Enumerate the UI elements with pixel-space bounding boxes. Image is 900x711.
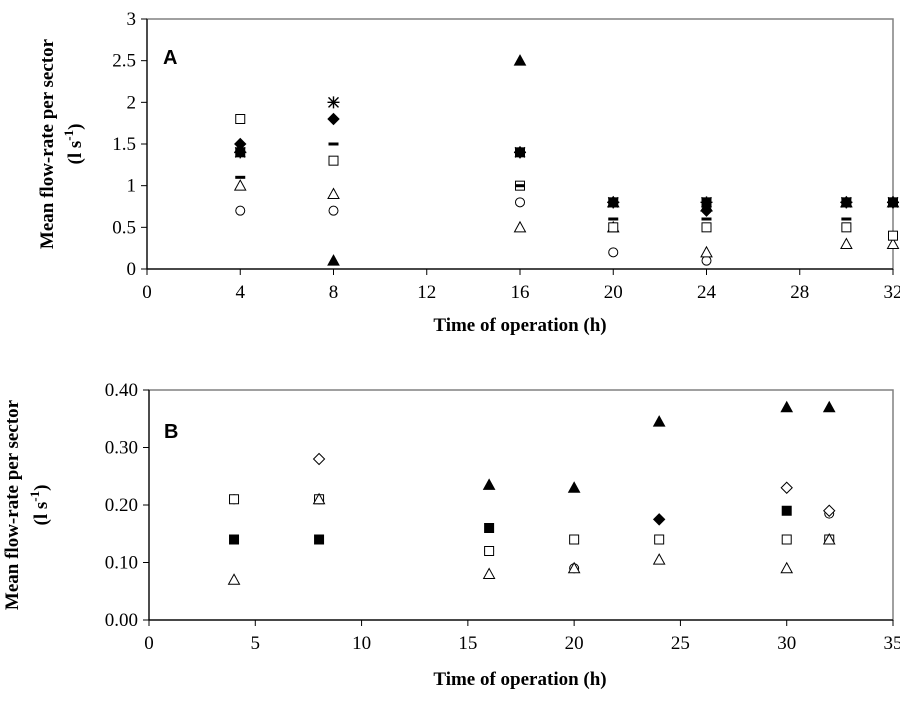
data-point-diamond-filled [652,513,666,526]
y-tick-label: 0.40 [105,380,138,401]
plot-area-b [148,389,894,621]
data-point-circle-open [328,205,339,216]
data-point-triangle-filled [822,400,836,413]
x-tick-label: 32 [884,282,900,303]
data-point-triangle-open [513,220,527,233]
data-point-circle-open [701,255,712,266]
data-point-asterisk [327,96,340,109]
data-point-diamond-open [312,452,326,466]
x-tick-label: 35 [884,633,900,654]
data-point-square-open [569,534,580,545]
data-point-diamond-filled [327,112,340,126]
data-point-triangle-open [327,187,340,199]
data-point-square-open [888,230,898,241]
x-tick-label: 10 [352,633,371,654]
x-tick-label: 12 [417,282,436,303]
data-point-square-filled [781,505,792,516]
data-point-square-open [608,222,619,233]
y-tick-label: 1 [127,176,137,197]
data-point-circle-open [608,247,619,258]
x-tick-label: 30 [777,633,796,654]
y-tick-label: 0.20 [105,495,138,516]
y-ticks-b: 0.00 0.10 0.20 0.30 0.40 [105,380,149,631]
x-tick-label: 25 [671,633,690,654]
points-b [227,400,836,585]
data-point-circle-open [515,197,525,208]
x-tick-label: 0 [142,282,152,303]
data-point-triangle-open [780,561,794,574]
y-tick-label: 0.30 [105,438,138,459]
data-point-triangle-open [227,573,241,585]
data-point-asterisk [607,196,620,209]
data-point-asterisk [887,196,899,209]
points-a [233,54,900,266]
x-tick-label: 15 [458,633,477,654]
data-point-triangle-filled [482,478,496,490]
data-point-square-filled [484,523,495,533]
data-point-triangle-open [840,237,853,249]
y-tick-label: 2 [127,92,137,113]
x-tick-label: 28 [790,282,809,303]
data-point-diamond-open [823,504,836,517]
y-axis-title-a-line1: Mean flow-rate per sector [37,38,58,249]
x-tick-label: 0 [144,633,154,654]
y-axis-title-b-line2: (l s-1) [27,485,52,526]
x-tick-label: 4 [236,282,246,303]
x-tick-label: 8 [329,282,339,303]
data-point-asterisk [700,196,713,209]
data-point-triangle-filled [652,415,666,427]
y-tick-label: 2.5 [112,51,136,72]
y-axis-title-b-line1: Mean flow-rate per sector [2,399,23,610]
data-point-square-open [781,534,792,545]
x-tick-label: 5 [251,633,261,654]
x-tick-label: 24 [697,282,717,303]
data-point-triangle-filled [513,54,527,66]
x-ticks-a: 0 4 8 12 16 20 24 28 32 [142,269,900,303]
y-tick-label: 0.5 [112,217,136,238]
data-point-triangle-filled [327,254,340,266]
data-point-triangle-open [233,179,247,191]
x-tick-label: 16 [511,282,530,303]
y-tick-label: 0 [127,259,137,280]
x-axis-title-a: Time of operation (h) [433,315,606,336]
data-point-square-open [235,114,246,124]
data-point-square-open [841,222,852,233]
data-point-triangle-filled [780,400,794,413]
y-ticks-a: 0 0.5 1 1.5 2 2.5 3 [112,9,147,280]
data-point-triangle-open [312,492,326,505]
data-point-triangle-open [652,553,666,565]
y-axis-title-a-line2: (l s-1) [61,124,86,165]
data-point-triangle-filled [567,481,581,493]
data-point-triangle-open [482,567,496,579]
y-tick-label: 0.00 [105,610,138,631]
data-point-triangle-open [700,245,713,258]
panel-letter-b: B [164,421,178,443]
y-tick-label: 3 [127,9,137,30]
x-ticks-b: 0 5 10 15 20 25 30 35 [144,620,900,654]
y-tick-label: 0.10 [105,553,138,574]
data-point-square-filled [229,534,240,545]
data-point-square-open [654,534,665,545]
panel-letter-a: A [163,47,177,69]
y-tick-label: 1.5 [112,134,136,155]
data-point-triangle-open [567,561,581,574]
data-point-triangle-open [886,237,900,249]
data-point-square-filled [314,534,325,545]
x-axis-title-b: Time of operation (h) [433,669,606,690]
data-point-asterisk [234,146,247,159]
data-point-square-open [484,546,495,556]
x-tick-label: 20 [565,633,584,654]
data-point-square-open [701,222,712,233]
x-tick-label: 20 [604,282,623,303]
data-point-circle-open [235,205,246,216]
data-point-square-open [328,155,339,166]
data-point-diamond-open [780,481,793,494]
data-point-triangle-open [822,532,836,545]
data-point-asterisk [514,146,526,159]
data-point-asterisk [840,196,853,209]
panel-a: 0 4 8 12 16 20 24 28 32 0 0.5 1 1.5 2 2.5 3 A Time of … [37,9,900,336]
data-point-square-open [229,494,240,505]
panel-b: 0 5 10 15 20 25 30 35 0.00 0.10 0.20 0.30 0.40 B Ti… [2,380,900,690]
